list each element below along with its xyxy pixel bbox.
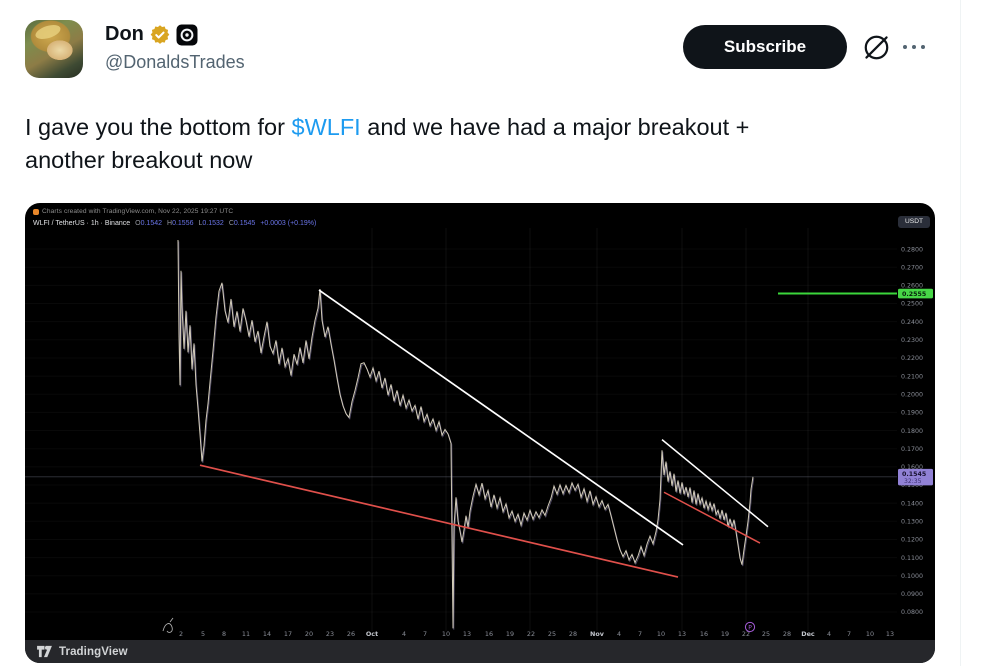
candlestick-series — [177, 239, 755, 630]
svg-text:23: 23 — [326, 630, 334, 638]
svg-text:0.2700: 0.2700 — [901, 264, 923, 271]
svg-text:0.2400: 0.2400 — [901, 319, 923, 326]
tradingview-logo-icon — [37, 645, 52, 658]
svg-text:0.1800: 0.1800 — [901, 428, 923, 435]
svg-text:0.1000: 0.1000 — [901, 573, 923, 580]
svg-text:25: 25 — [762, 630, 770, 638]
svg-text:19: 19 — [506, 630, 514, 638]
svg-text:Dec: Dec — [801, 630, 815, 638]
chart-legend: WLFI / TetherUS · 1h · Binance O0.1542 H… — [33, 220, 317, 227]
svg-text:0.2600: 0.2600 — [901, 283, 923, 290]
subscribe-button[interactable]: Subscribe — [683, 25, 847, 69]
svg-text:0.0900: 0.0900 — [901, 591, 923, 598]
svg-text:10: 10 — [866, 630, 874, 638]
svg-text:5: 5 — [201, 630, 205, 638]
channel-top-trendline — [661, 439, 769, 528]
trendlines — [199, 289, 769, 578]
event-marker: P — [744, 621, 756, 633]
svg-text:0.2000: 0.2000 — [901, 391, 923, 398]
name-row: Don — [105, 23, 198, 46]
more-icon[interactable] — [903, 40, 934, 54]
svg-text:0.2300: 0.2300 — [901, 337, 923, 344]
svg-text:8: 8 — [222, 630, 226, 638]
svg-text:17: 17 — [284, 630, 292, 638]
svg-text:0.2555: 0.2555 — [902, 291, 926, 298]
chart-image[interactable]: 0.2800 0.2700 0.2600 0.2500 0.2400 0.2300 0.22… — [25, 203, 935, 663]
tweet-text: I gave you the bottom for $WLFI and we h… — [25, 111, 933, 177]
svg-text:7: 7 — [847, 630, 851, 638]
svg-text:P: P — [748, 624, 752, 631]
svg-text:4: 4 — [617, 630, 621, 638]
svg-text:32:35: 32:35 — [904, 478, 922, 485]
svg-text:13: 13 — [678, 630, 686, 638]
svg-text:0.2500: 0.2500 — [901, 301, 923, 308]
display-name[interactable]: Don — [105, 23, 144, 45]
svg-text:26: 26 — [347, 630, 355, 638]
svg-text:0.1100: 0.1100 — [901, 555, 923, 562]
svg-text:4: 4 — [402, 630, 406, 638]
svg-text:0.1700: 0.1700 — [901, 446, 923, 453]
change-label: +0.0003 (+0.19%) — [260, 220, 317, 227]
svg-text:13: 13 — [886, 630, 894, 638]
svg-text:4: 4 — [827, 630, 831, 638]
svg-text:28: 28 — [783, 630, 791, 638]
user-handle[interactable]: @DonaldsTrades — [105, 52, 245, 72]
major-resistance-trendline — [318, 289, 684, 546]
svg-text:0.2800: 0.2800 — [901, 246, 923, 253]
tradingview-footer: TradingView — [25, 640, 935, 663]
svg-text:28: 28 — [569, 630, 577, 638]
svg-text:0.1400: 0.1400 — [901, 500, 923, 507]
svg-text:25: 25 — [548, 630, 556, 638]
chart-grid — [371, 228, 809, 631]
svg-text:14: 14 — [263, 630, 271, 638]
svg-text:19: 19 — [721, 630, 729, 638]
svg-text:20: 20 — [305, 630, 313, 638]
tweet-text-after: and we have had a major breakout + — [360, 114, 750, 140]
green-price-label: 0.2555 — [898, 288, 933, 299]
svg-text:22: 22 — [742, 630, 750, 638]
price-axis: 0.2800 0.2700 0.2600 0.2500 0.2400 0.2300 0.22… — [901, 246, 923, 616]
svg-text:0.1600: 0.1600 — [901, 464, 923, 471]
svg-text:0.2100: 0.2100 — [901, 373, 923, 380]
chart-watermark: Charts created with TradingView.com, Nov… — [33, 208, 233, 215]
svg-text:Nov: Nov — [590, 630, 605, 638]
tweet-text-before: I gave you the bottom for — [25, 114, 292, 140]
channel-bottom-trendline — [663, 491, 761, 544]
svg-text:10: 10 — [442, 630, 450, 638]
price-chart: 0.2800 0.2700 0.2600 0.2500 0.2400 0.2300 0.22… — [25, 228, 933, 638]
svg-text:13: 13 — [463, 630, 471, 638]
svg-text:7: 7 — [423, 630, 427, 638]
svg-text:11: 11 — [242, 630, 250, 638]
axis-unit-tab[interactable]: USDT — [898, 216, 930, 228]
svg-text:0.1200: 0.1200 — [901, 537, 923, 544]
svg-text:7: 7 — [638, 630, 642, 638]
time-axis: 2 5 8 11 14 17 20 23 26 Oct 4 7 10 13 16 19 22 25 28 Nov 4 7 1… — [179, 630, 894, 638]
svg-text:2: 2 — [179, 630, 183, 638]
svg-text:22: 22 — [527, 630, 535, 638]
svg-text:0.1900: 0.1900 — [901, 410, 923, 417]
svg-text:0.1500: 0.1500 — [901, 482, 923, 489]
gold-verified-badge — [150, 24, 170, 44]
svg-text:0.2200: 0.2200 — [901, 355, 923, 362]
affiliate-badge[interactable] — [176, 24, 198, 46]
signature-doodle — [162, 617, 174, 633]
symbol-label: WLFI / TetherUS · 1h · Binance — [33, 220, 131, 227]
svg-text:16: 16 — [485, 630, 493, 638]
svg-text:Oct: Oct — [366, 630, 378, 638]
watermark-logo — [33, 208, 39, 215]
svg-text:0.1300: 0.1300 — [901, 519, 923, 526]
svg-text:0.0800: 0.0800 — [901, 609, 923, 616]
svg-text:0.1545: 0.1545 — [902, 471, 926, 478]
avatar[interactable] — [25, 20, 83, 78]
major-support-trendline — [199, 464, 679, 578]
svg-text:10: 10 — [657, 630, 665, 638]
cashtag-link[interactable]: $WLFI — [291, 114, 361, 140]
svg-text:16: 16 — [700, 630, 708, 638]
tradingview-wordmark[interactable]: TradingView — [59, 645, 128, 658]
grok-icon[interactable] — [861, 32, 892, 63]
tweet-text-line2: another breakout now — [25, 147, 253, 173]
column-border — [960, 0, 961, 666]
